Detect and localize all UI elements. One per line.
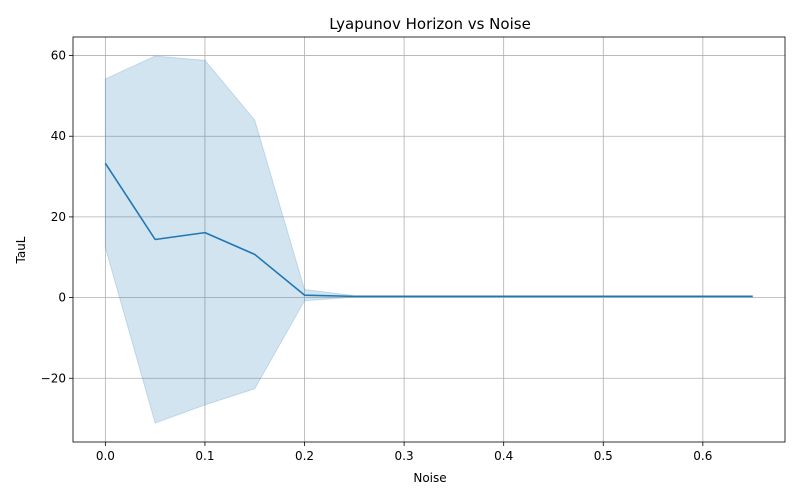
grid (73, 37, 785, 442)
x-tick-label: 0.5 (594, 449, 613, 463)
line-layer (104, 162, 753, 298)
y-tick-label: 60 (51, 49, 66, 63)
mean-line (104, 162, 753, 298)
x-tick-label: 0.4 (494, 449, 513, 463)
x-tick-label: 0.1 (195, 449, 214, 463)
x-tick-label: 0.3 (395, 449, 414, 463)
x-tick-label: 0.2 (295, 449, 314, 463)
y-tick-label: 40 (51, 129, 66, 143)
ticks: 0.0 0.1 0.2 0.3 0.4 0.5 0.6 −20 0 20 40 60 (41, 49, 713, 463)
y-tick-label: −20 (41, 371, 66, 385)
chart-title: Lyapunov Horizon vs Noise (329, 15, 531, 33)
x-axis-label: Noise (413, 471, 446, 485)
x-tick-label: 0.0 (96, 449, 115, 463)
x-tick-label: 0.6 (693, 449, 712, 463)
y-axis-label: TauL (14, 236, 28, 264)
y-tick-label: 0 (58, 291, 66, 305)
y-tick-label: 20 (51, 210, 66, 224)
plot-frame (72, 36, 786, 443)
